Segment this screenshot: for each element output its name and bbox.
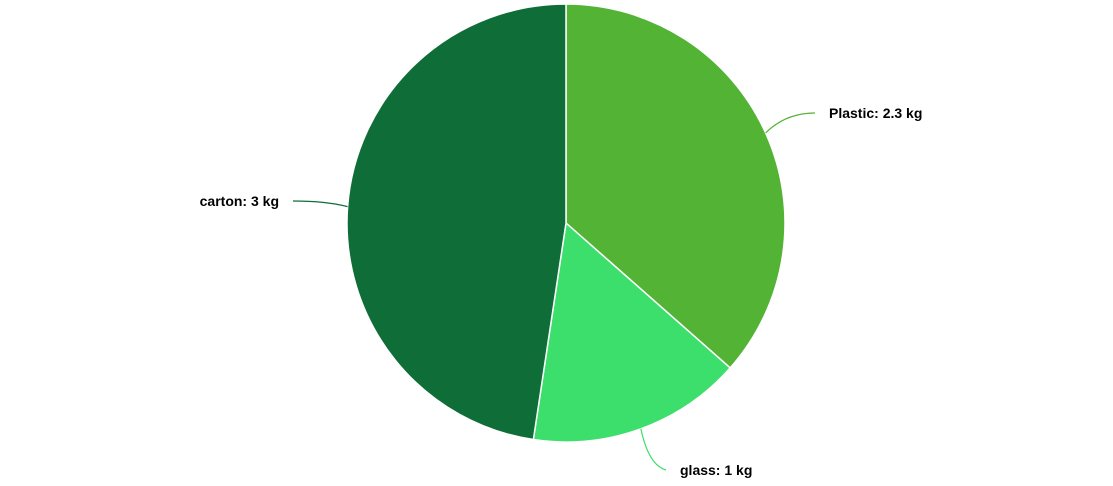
leader-line-plastic [765, 112, 816, 134]
leader-line-glass [640, 428, 667, 471]
pie-slice-carton[interactable] [346, 3, 567, 441]
leader-line-carton [292, 200, 348, 208]
data-label-plastic: Plastic: 2.3 kg [829, 105, 922, 121]
data-label-carton: carton: 3 kg [200, 193, 279, 209]
pie-slice-plastic[interactable] [565, 3, 786, 369]
pie-slice-glass[interactable] [532, 221, 732, 443]
data-label-glass: glass: 1 kg [680, 462, 752, 478]
